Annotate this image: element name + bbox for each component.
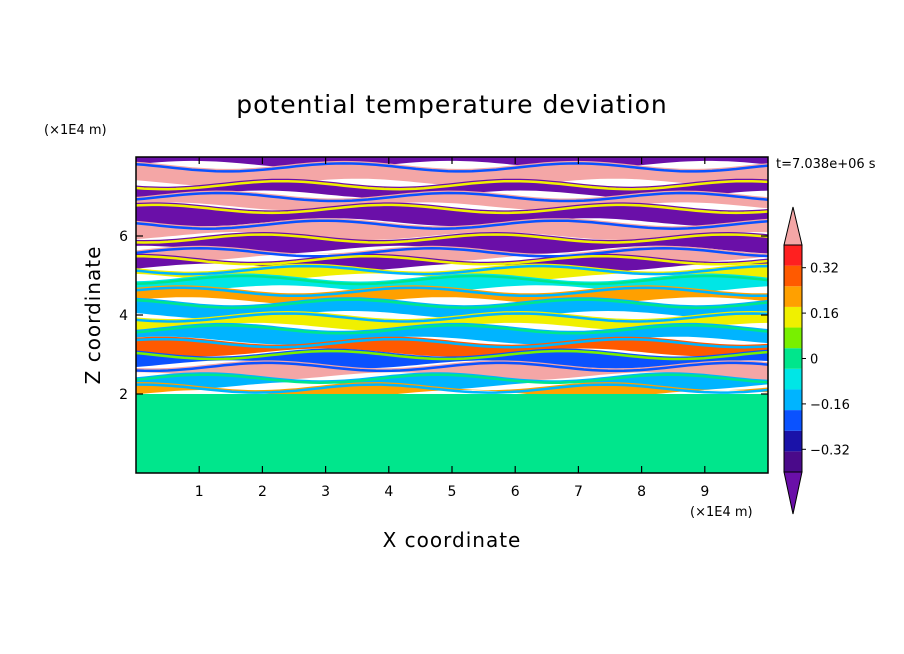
x-tick-label: 8 [637,484,646,500]
heatmap-band [136,372,768,391]
y-axis-ticks: 2 4 6 [119,229,768,403]
y-unit-label: (×1E4 m) [44,123,107,138]
heatmap-patch [496,401,560,426]
x-tick-label: 7 [574,484,583,500]
colorbar: 0.32 0.16 0 −0.16 −0.32 [783,206,850,515]
heatmap-contour [136,203,768,215]
heatmap-band [136,202,768,227]
x-tick-label: 5 [448,484,457,500]
x-unit-label: (×1E4 m) [690,505,753,520]
heatmap-contour [136,179,768,191]
colorbar-tick-label: −0.32 [810,443,850,458]
heatmap-patch [559,413,674,462]
heatmap-band [136,178,768,199]
x-tick-label: 3 [321,484,330,500]
heatmap-band [136,336,768,357]
colorbar-tick-label: −0.16 [810,398,850,413]
heatmap-contour [136,254,768,266]
heatmap-band [136,245,768,262]
heatmap-contour [136,312,768,323]
x-tick-label: 6 [511,484,520,500]
heatmap-contour [136,162,768,173]
heatmap-band [136,232,768,254]
heatmap-contour [136,337,768,349]
colorbar-tick-label: 0.16 [810,307,839,322]
colorbar-segment [784,286,802,307]
heatmap-contour [136,373,768,384]
x-tick-label: 9 [700,484,709,500]
heatmap-contour [136,219,768,230]
heatmap-contour [136,247,768,258]
y-tick-label: 2 [119,387,128,403]
heatmap-contour [136,264,768,276]
heatmap-contour [136,383,768,394]
y-tick-label: 6 [119,229,128,245]
colorbar-segment [784,389,802,411]
colorbar-segment [784,327,802,349]
colorbar-under-arrow [783,471,803,515]
colorbar-segment [784,348,802,369]
chart-title: potential temperature deviation [236,90,667,119]
heatmap-contour [136,233,768,244]
heatmap-band [136,311,768,331]
heatmap-contour [136,361,768,373]
heatmap-contour [136,298,768,309]
heatmap-contour [136,286,768,298]
colorbar-tick-label: 0.32 [810,262,839,277]
colorbar-segment [784,265,802,287]
x-axis-label: X coordinate [383,528,522,552]
heatmap-band [136,360,768,381]
heatmap-contour [136,324,768,335]
x-tick-label: 1 [195,484,204,500]
colorbar-segment [784,410,802,431]
heatmap-patch [395,417,484,466]
x-tick-label: 2 [258,484,267,500]
colorbar-segment [784,451,802,472]
heatmap-field [136,157,768,473]
y-axis-label: Z coordinate [81,246,105,385]
colorbar-segment [784,306,802,328]
colorbar-segment [784,430,802,452]
colorbar-segment [784,368,802,390]
heatmap-patch [268,403,383,448]
colorbar-over-arrow [783,206,803,246]
x-axis-ticks: 1 2 3 4 5 6 7 8 9 [195,157,709,500]
heatmap-contour [136,191,768,203]
heatmap-contour [136,274,768,286]
time-label: t=7.038e+06 s [776,157,876,172]
heatmap-patch [142,417,244,458]
colorbar-segment [784,245,802,266]
colorbar-tick-label: 0 [810,353,818,368]
y-tick-label: 4 [119,308,128,324]
x-tick-label: 4 [384,484,393,500]
heatmap-contour [136,349,768,361]
heatmap-patch [666,425,743,466]
